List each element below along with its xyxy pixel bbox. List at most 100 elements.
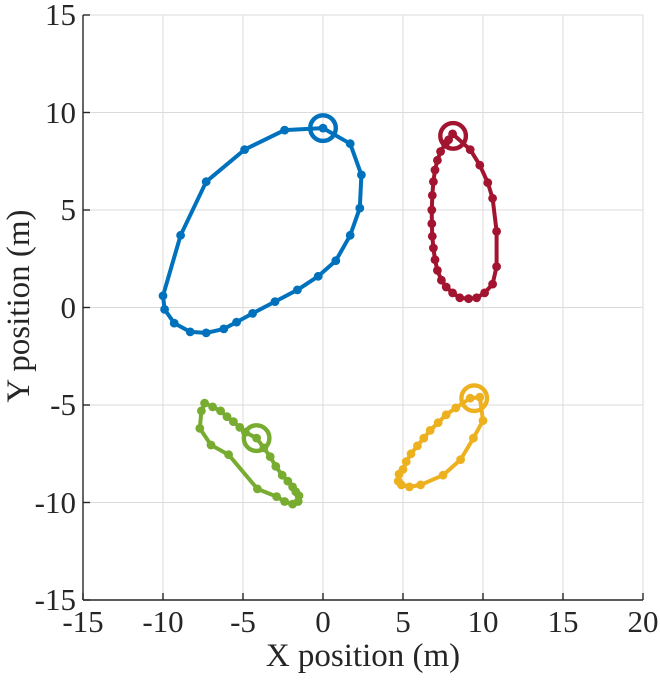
waypoint-dot-dark-red xyxy=(483,178,493,188)
waypoint-dot-dark-red xyxy=(433,155,442,165)
waypoint-dot-yellow xyxy=(438,470,448,480)
waypoint-dot-green xyxy=(271,462,281,471)
waypoint-dot-dark-red xyxy=(472,293,481,303)
waypoint-dot-green xyxy=(206,440,216,450)
x-tick-label: -5 xyxy=(230,604,256,639)
waypoint-dot-dark-red xyxy=(455,293,465,303)
waypoint-dot-dark-red xyxy=(465,145,475,155)
waypoint-dot-green xyxy=(208,402,218,412)
waypoint-dot-yellow xyxy=(465,393,475,403)
waypoint-dot-blue xyxy=(232,317,242,327)
waypoint-dot-blue xyxy=(169,318,179,328)
waypoint-dot-blue xyxy=(248,309,257,318)
waypoint-dot-green xyxy=(216,406,226,416)
waypoint-dot-dark-red xyxy=(427,219,437,229)
waypoint-dot-yellow xyxy=(394,469,404,479)
x-tick-label: 10 xyxy=(467,604,499,639)
waypoint-dot-blue xyxy=(331,256,341,266)
waypoint-dot-yellow xyxy=(475,392,485,402)
trajectory-green xyxy=(197,401,301,507)
waypoint-dot-dark-red xyxy=(437,275,446,285)
waypoint-dot-yellow xyxy=(451,403,461,413)
waypoint-dot-yellow xyxy=(401,457,411,466)
waypoint-dot-dark-red xyxy=(433,266,442,275)
y-tick-label: -10 xyxy=(34,484,76,520)
waypoint-dot-yellow xyxy=(456,455,465,464)
waypoint-dot-blue xyxy=(219,324,229,334)
waypoint-dot-dark-red xyxy=(430,165,440,175)
waypoint-dot-yellow xyxy=(419,433,429,443)
waypoint-dot-green xyxy=(272,492,281,501)
waypoint-dot-dark-red xyxy=(488,279,497,289)
waypoint-dot-green xyxy=(253,484,262,494)
waypoint-dot-green xyxy=(197,406,206,416)
y-tick-label: 5 xyxy=(60,192,77,227)
waypoint-dot-blue xyxy=(345,139,355,149)
waypoint-dot-blue xyxy=(345,230,355,240)
waypoint-dot-green xyxy=(280,497,289,506)
waypoint-dot-dark-red xyxy=(444,135,453,145)
waypoint-dot-green xyxy=(288,499,297,509)
waypoint-dot-green xyxy=(200,398,210,408)
trajectory-dark-red xyxy=(429,131,499,301)
waypoint-dot-blue xyxy=(158,291,168,301)
waypoint-dot-yellow xyxy=(441,410,451,420)
waypoint-dot-yellow xyxy=(405,482,414,492)
waypoint-dot-blue xyxy=(270,297,280,306)
x-tick-label: 20 xyxy=(627,604,659,639)
waypoint-dot-dark-red xyxy=(492,227,501,236)
y-tick-label: -15 xyxy=(34,582,76,617)
waypoint-dot-blue xyxy=(293,285,302,295)
current-position-marker-green xyxy=(241,423,272,454)
waypoint-dot-blue xyxy=(160,305,170,314)
waypoint-dot-green xyxy=(224,450,234,460)
waypoint-dot-blue xyxy=(201,328,211,338)
waypoint-dot-green xyxy=(277,470,287,480)
waypoint-dot-blue xyxy=(357,170,366,180)
waypoint-dot-dark-red xyxy=(427,205,437,215)
waypoint-dot-green xyxy=(222,412,232,422)
x-tick-label: 15 xyxy=(547,604,579,639)
waypoint-dot-blue xyxy=(176,230,186,240)
y-tick-label: 10 xyxy=(45,94,76,130)
waypoint-dot-dark-red xyxy=(488,193,497,203)
waypoint-dot-yellow xyxy=(397,480,406,490)
waypoint-dot-green xyxy=(229,417,238,426)
y-tick-label: 15 xyxy=(45,0,76,32)
x-tick-label: 5 xyxy=(395,604,411,639)
waypoint-dot-green xyxy=(265,452,275,462)
waypoint-dot-dark-red xyxy=(429,177,438,187)
y-tick-label: 0 xyxy=(60,289,77,325)
waypoint-dot-yellow xyxy=(433,418,443,427)
waypoint-dot-dark-red xyxy=(475,160,485,170)
waypoint-dot-blue xyxy=(355,203,365,213)
x-tick-label: 0 xyxy=(315,604,331,639)
current-position-marker-blue xyxy=(308,113,339,144)
x-tick-label: -10 xyxy=(142,604,184,639)
waypoint-dot-yellow xyxy=(469,433,478,443)
waypoint-dot-blue xyxy=(201,177,211,187)
waypoint-dot-blue xyxy=(240,145,250,155)
waypoint-dot-dark-red xyxy=(448,288,457,298)
waypoint-dot-blue xyxy=(185,327,195,337)
current-position-marker-dark-red xyxy=(438,120,469,151)
waypoint-dot-dark-red xyxy=(441,282,451,292)
trajectory-blue xyxy=(161,126,364,335)
waypoint-dot-green xyxy=(252,433,261,443)
waypoint-dot-yellow xyxy=(425,426,435,435)
waypoint-dot-dark-red xyxy=(436,147,445,156)
waypoint-dot-green xyxy=(283,476,293,486)
waypoint-dot-dark-red xyxy=(464,294,473,304)
y-axis-label: Y position (m) xyxy=(1,209,37,403)
waypoint-dot-blue xyxy=(280,125,289,135)
waypoint-dot-dark-red xyxy=(492,262,501,271)
waypoint-dot-blue xyxy=(318,123,328,133)
waypoint-dot-dark-red xyxy=(429,243,438,253)
x-tick-label: -15 xyxy=(62,604,104,639)
current-position-marker-yellow xyxy=(459,383,490,414)
waypoint-dot-yellow xyxy=(406,449,416,459)
waypoint-dot-blue xyxy=(313,271,323,281)
waypoint-dot-dark-red xyxy=(430,255,440,265)
